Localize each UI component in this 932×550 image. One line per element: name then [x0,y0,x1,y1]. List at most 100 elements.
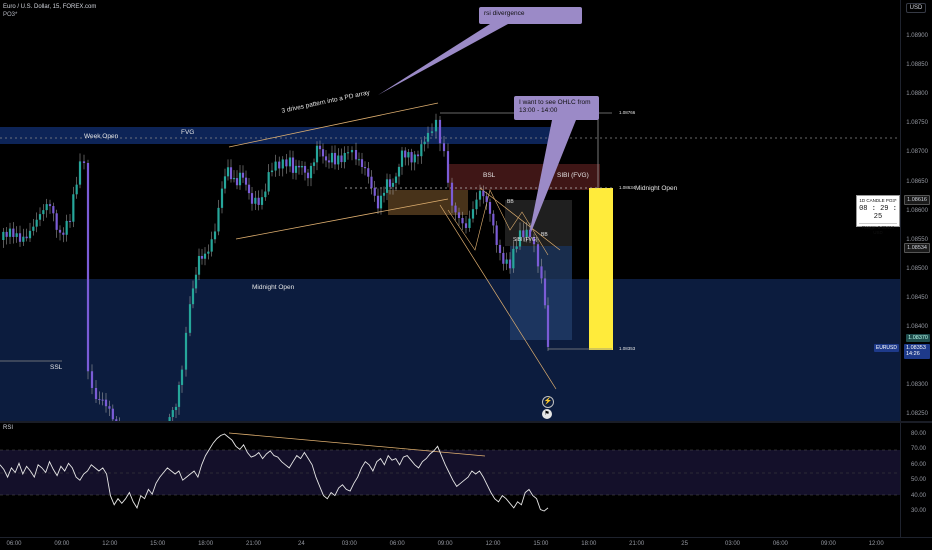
time-tick: 24 [298,541,305,547]
alert-icon[interactable]: ⚡ [542,396,554,408]
time-tick: 18:00 [198,541,214,547]
candle-body [203,253,207,259]
candle-body [485,196,488,203]
candle-body [281,159,284,169]
rsi-axis[interactable]: 80.00 70.00 60.00 50.00 40.00 30.00 [900,423,932,537]
candle-body [407,152,410,158]
candle-body [482,190,485,197]
candle-body [330,152,334,163]
candle-body [495,225,498,245]
candle-body [68,220,72,222]
currency-button[interactable]: USD [906,3,926,13]
midnight-open-label: Midnight Open [252,284,295,291]
indicator-name[interactable]: PO3* [3,12,18,18]
candle-body [400,150,404,167]
price-axis[interactable]: USD 1.08900 1.08850 1.08800 1.08750 1.08700 1… [900,0,932,421]
wedge-upper-line [479,187,561,251]
candle-body [58,229,62,233]
candle-body [168,417,171,421]
candle-body [72,194,75,222]
candle-body [528,229,532,238]
price-chart-pane[interactable]: Euro / U.S. Dollar, 15, FOREX.com PO3* r… [0,0,900,421]
candle-body [312,162,316,166]
candle-body [478,190,482,200]
gray-price-tag: 1.08616 [904,195,930,205]
candle-body [244,177,248,185]
candle-body [174,406,178,411]
candle-body [394,176,398,183]
candle-body [540,266,543,279]
candle-body [430,131,434,133]
candle-body [379,195,383,209]
rsi-pane[interactable]: RSI [0,423,900,537]
candle-body [115,419,118,421]
candle-body [254,197,257,204]
candle-body [357,159,361,161]
teal-price-tag: 1.08370 [906,334,930,342]
time-axis[interactable]: 06:00 09:00 12:00 15:00 18:00 21:00 24 03:00 06:… [0,537,932,550]
bb-label-1: BB [507,199,514,205]
bsl-label: BSL [483,172,496,179]
time-tick: 03:00 [724,541,741,547]
candle-body [2,231,5,240]
candle-body [171,410,174,418]
candle-body [238,172,242,186]
time-tick: 12:00 [485,541,501,547]
candle-body [294,165,298,173]
candle-body [525,229,528,238]
time-tick: 12:00 [868,541,884,547]
rsi-tick: 60.00 [910,461,926,468]
candle-body [235,178,239,186]
candle-body [232,178,236,180]
candle-body [343,152,346,163]
ohlc-note-callout[interactable]: I want to see OHLC from 13:00 - 14:00 [514,96,599,120]
pane-separator[interactable] [0,421,932,423]
candle-body [108,406,111,409]
bar-countdown: 14:26 [906,351,920,357]
zigzag-pattern [447,189,549,256]
candle-body [194,274,198,289]
candle-widget-title: 1D CANDLE PO3* [859,198,897,203]
candle-body [363,167,367,169]
time-tick: 15:00 [533,541,549,547]
candle-body [257,197,260,205]
candle-body [42,210,45,215]
candle-body [180,369,184,385]
candle-body [104,399,108,407]
time-tick: 06:00 [772,541,788,547]
ssl-label: SSL [50,364,63,371]
rsi-divergence-text: rsi divergence [484,10,525,17]
candle-body [388,179,392,187]
candle-body [86,162,90,372]
level-low-label: 1.08353 [619,346,636,351]
rsi-divergence-line [228,432,486,457]
candle-body [488,202,492,214]
sibi-small-label: SIBI (FVG) [513,237,538,243]
candle-body [188,304,192,333]
candle-body [438,119,442,144]
candle-body [536,244,540,267]
price-tick: 1.08400 [906,324,928,330]
candle-body [505,259,508,264]
midnight-open-zone [0,279,900,421]
candle-body [492,213,495,226]
price-tick: 1.08300 [906,382,928,389]
price-chart-canvas[interactable] [0,0,900,421]
rsi-legend[interactable]: RSI [3,425,14,431]
candle-body [28,230,32,239]
candle-body [410,152,413,163]
rsi-divergence-callout[interactable]: rsi divergence [479,7,582,24]
price-tick: 1.08750 [906,120,928,127]
candle-body [270,170,274,173]
candle-body [391,182,395,187]
candle-body [98,399,101,401]
candle-body [55,213,58,230]
last-price: 1.08353 [906,345,926,351]
candle-body [45,204,48,211]
candle-body [213,231,217,240]
event-flag-icon[interactable]: ⚑ [542,409,552,419]
candle-body [285,159,288,167]
price-tick: 1.08850 [906,62,928,69]
candle-body [532,237,536,245]
candle-body [75,184,78,195]
